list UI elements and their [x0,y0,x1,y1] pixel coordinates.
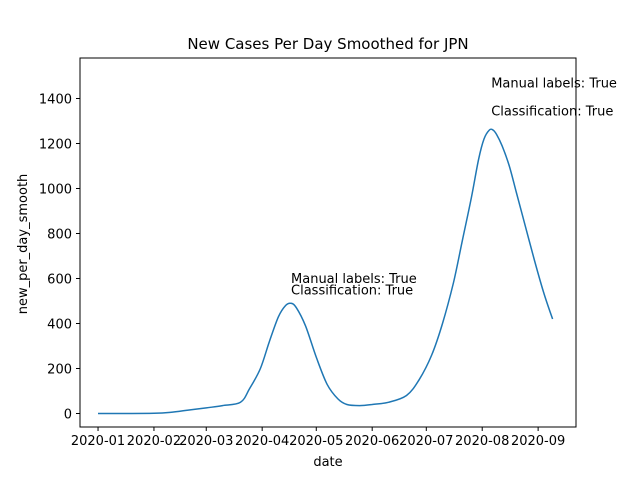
x-tick-label: 2020-01 [71,434,125,449]
y-tick-label: 1400 [39,93,72,108]
plot-area [98,128,554,415]
annotation-label: Classification: True [491,104,613,119]
axes-frame [79,57,577,428]
x-tick-label: 2020-03 [179,434,233,449]
chart-title: New Cases Per Day Smoothed for JPN [187,35,468,53]
y-tick-label: 800 [47,228,72,243]
x-axis-title: date [313,455,342,470]
y-axis-title: new_per_day_smooth [16,174,31,315]
annotation-label: Manual labels: True [491,76,617,91]
x-tick-label: 2020-08 [455,434,509,449]
x-tick-label: 2020-05 [289,434,343,449]
y-tick-label: 200 [47,363,72,378]
x-tick-label: 2020-02 [127,434,181,449]
y-tick-label: 600 [47,273,72,288]
x-tick-label: 2020-06 [345,434,399,449]
y-tick-label: 1000 [39,183,72,198]
x-tick-label: 2020-04 [235,434,289,449]
x-tick-label: 2020-07 [399,434,453,449]
series-line-0 [98,128,554,415]
y-tick-label: 400 [47,318,72,333]
annotation-label: Manual labels: True [291,272,417,287]
y-tick-label: 0 [64,408,72,423]
y-axis: 0 200 400 600 800 1000 1200 1400 [39,93,80,423]
annotation-label: Classification: True [291,283,413,298]
x-tick-label: 2020-09 [511,434,565,449]
y-tick-label: 1200 [39,138,72,153]
